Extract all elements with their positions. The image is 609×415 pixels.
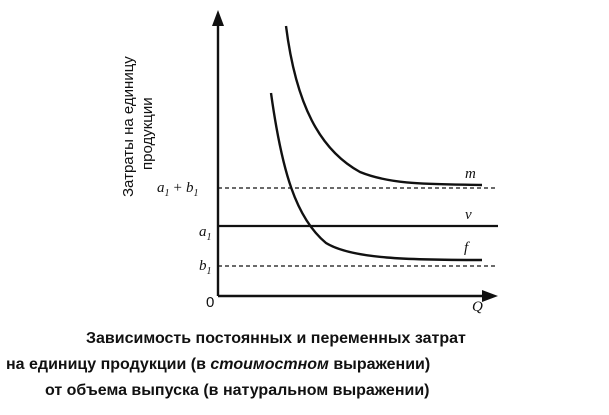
level-a-letter: a (199, 224, 207, 240)
curve-m-label: m (465, 166, 476, 182)
level-sum-sub1: 1 (165, 188, 170, 199)
y-axis-arrow (212, 10, 224, 26)
x-axis-label: Q (472, 299, 483, 315)
level-a-label: a1 (199, 224, 212, 243)
curve-v-label: v (465, 207, 472, 223)
level-sum-a: a (157, 180, 165, 196)
level-b-label: b1 (199, 258, 212, 277)
x-axis-arrow (482, 290, 498, 302)
caption-line1: Зависимость постоянных и переменных затр… (86, 330, 466, 347)
level-sum-plus: + (174, 180, 182, 196)
y-axis-label-second: продукции (139, 97, 156, 170)
caption-line2-part1: на единицу продукции (в (6, 356, 211, 373)
level-sum-sub2: 1 (193, 188, 198, 199)
level-b-sub: 1 (207, 266, 212, 277)
origin-label: 0 (206, 294, 214, 311)
total-cost-curve-m (284, 25, 483, 187)
level-sum-b: b (186, 180, 194, 196)
level-a-sub: 1 (207, 232, 212, 243)
caption-line2: на единицу продукции (в стоимостном выра… (0, 352, 609, 378)
caption-line3: от объема выпуска (в натуральном выражен… (45, 382, 430, 399)
fixed-cost-curve-f (269, 92, 483, 262)
y-axis-label-line2: продукции (139, 97, 156, 170)
y-axis-label: Затраты на единицу (120, 56, 137, 197)
caption-line2-italic: стоимостном (210, 356, 329, 373)
figure-caption: Зависимость постоянных и переменных затр… (0, 326, 609, 404)
level-sum-label: a1 + b1 (157, 180, 198, 199)
level-b-letter: b (199, 258, 207, 274)
y-axis-label-line1: Затраты на единицу (120, 56, 137, 197)
curve-f-label: f (464, 240, 470, 256)
caption-line2-part3: выражении) (328, 356, 431, 373)
